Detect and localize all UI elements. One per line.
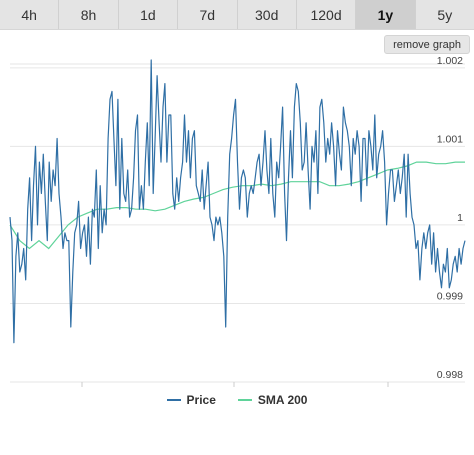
y-tick-label: 0.999 (437, 290, 463, 302)
y-tick-label: 1.001 (437, 133, 463, 145)
tab-5y[interactable]: 5y (437, 6, 453, 23)
tab-7d[interactable]: 7d (178, 0, 238, 29)
timeframe-tabs: 4h 8h 1d 7d 30d 120d 1y 5y (0, 0, 474, 30)
y-tick-label: 1.002 (437, 55, 463, 67)
price-line (9, 59, 466, 344)
grid-lines (10, 63, 465, 383)
x-tick-label: Jul '25 (219, 391, 249, 392)
y-tick-label: 0.998 (437, 369, 463, 381)
legend-label-price: Price (186, 393, 216, 407)
tab-4h[interactable]: 4h (0, 0, 60, 29)
legend-label-sma: SMA 200 (257, 393, 308, 407)
tab-1d[interactable]: 1d (119, 0, 179, 29)
y-tick-label: 1 (457, 212, 463, 224)
price-swatch (166, 399, 181, 401)
legend-item-price[interactable]: Price (166, 393, 216, 407)
tab-120d[interactable]: 120d (297, 0, 357, 29)
sma-200-line (9, 161, 465, 250)
tab-30d[interactable]: 30d (238, 0, 297, 29)
x-tick-label: Apr '25 (66, 391, 99, 392)
tab-8h[interactable]: 8h (59, 0, 119, 29)
x-axis-ticks: Apr '25 Jul '25 Oct '25 (66, 382, 405, 392)
y-axis-ticks: 0.998 0.999 1 1.001 1.002 (437, 55, 463, 381)
sma-swatch (237, 399, 252, 401)
chart-legend: Price SMA 200 (0, 393, 474, 407)
x-tick-label: Oct '25 (372, 391, 405, 392)
legend-item-sma[interactable]: SMA 200 (237, 393, 308, 407)
tab-1y[interactable]: 1y (356, 0, 416, 29)
remove-graph-button[interactable]: remove graph (384, 35, 470, 54)
price-chart: 0.998 0.999 1 1.001 1.002 Apr '25 Jul '25 Oct … (9, 55, 466, 392)
